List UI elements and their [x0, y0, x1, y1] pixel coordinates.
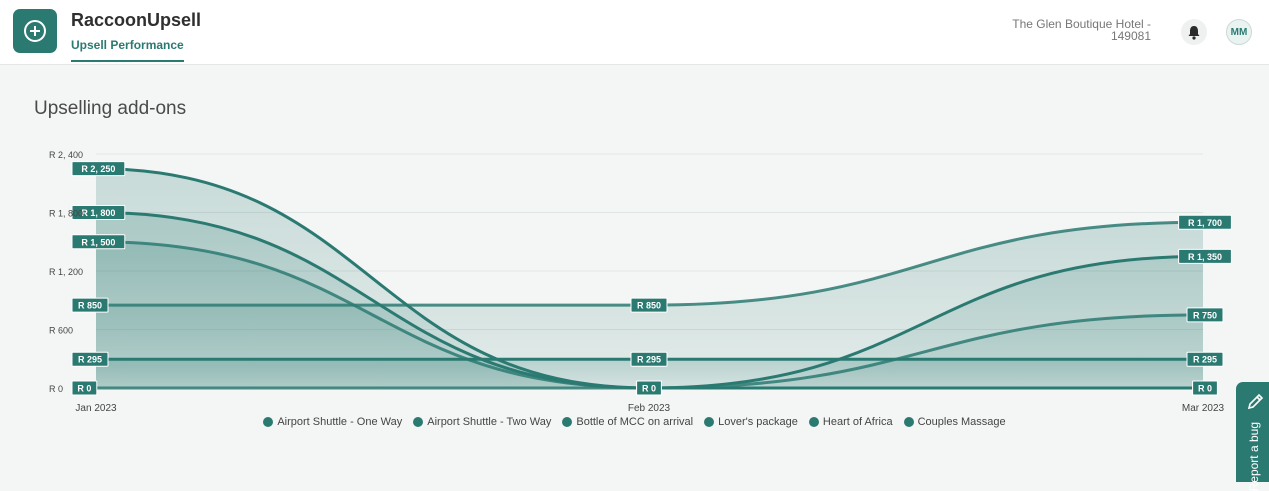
report-bug-label: Report a bug [1247, 422, 1261, 491]
legend-label: Couples Massage [917, 416, 1006, 428]
svg-text:R 0: R 0 [642, 384, 656, 394]
data-label: R 0 [636, 380, 662, 396]
hotel-name-line1: The Glen Boutique Hotel - [1012, 17, 1151, 31]
legend-label: Lover's package [718, 416, 798, 428]
data-label: R 295 [630, 351, 668, 367]
y-tick-label: R 600 [49, 326, 73, 336]
x-tick-label: Jan 2023 [75, 403, 117, 414]
svg-text:R 295: R 295 [78, 355, 102, 365]
legend-dot-icon [808, 417, 819, 427]
data-label: R 0 [71, 380, 98, 396]
svg-text:R 1, 350: R 1, 350 [1188, 252, 1222, 262]
hotel-name[interactable]: The Glen Boutique Hotel - 149081 [981, 18, 1151, 42]
data-label: R 1, 700 [1178, 214, 1232, 230]
series-area [96, 359, 1203, 388]
svg-text:R 1, 800: R 1, 800 [81, 208, 115, 218]
legend-item[interactable]: Couples Massage [903, 416, 1006, 428]
legend-dot-icon [704, 417, 715, 427]
data-label: R 1, 350 [1178, 248, 1232, 264]
data-label: R 295 [1186, 351, 1224, 367]
y-tick-label: R 1, 800 [49, 209, 83, 219]
legend-label: Airport Shuttle - Two Way [427, 416, 552, 428]
data-label: R 850 [71, 297, 109, 313]
data-label: R 2, 250 [71, 161, 126, 177]
hotel-name-line2: 149081 [1110, 29, 1151, 43]
data-label: R 850 [630, 297, 668, 313]
report-bug-button[interactable]: Report a bug [1236, 382, 1269, 491]
legend-dot-icon [562, 417, 573, 427]
legend-item[interactable]: Heart of Africa [808, 416, 893, 428]
upsell-area-chart: R 1, 800 R 0 R 1, 350 R 1, 500 R 0 R 750 R 2, … [49, 150, 1232, 414]
y-tick-label: R 0 [49, 384, 63, 394]
top-header: RaccoonUpsell Upsell Performance The Gle… [0, 0, 1269, 65]
legend-item[interactable]: Lover's package [704, 416, 798, 428]
tab-upsell-performance[interactable]: Upsell Performance [71, 38, 184, 62]
data-label: R 295 [71, 351, 109, 367]
section-title: Upselling add-ons [34, 98, 187, 119]
legend-label: Heart of Africa [822, 416, 893, 428]
svg-text:R 1, 500: R 1, 500 [81, 237, 115, 247]
svg-text:R 295: R 295 [637, 355, 661, 365]
data-label: R 1, 800 [71, 205, 126, 220]
svg-text:R 295: R 295 [1193, 355, 1217, 365]
avatar[interactable]: MM [1226, 19, 1252, 45]
chart-axis-labels: R 0 R 600 R 1, 200 R 1, 800 R 2, 400 Jan 2023… [49, 150, 1225, 414]
legend-dot-icon [263, 417, 274, 427]
legend-dot-icon [903, 417, 914, 427]
legend-label: Bottle of MCC on arrival [576, 416, 694, 428]
data-label: R 750 [1186, 307, 1224, 323]
svg-text:R 0: R 0 [1198, 384, 1212, 394]
data-label: R 1, 500 [71, 234, 126, 250]
svg-text:R 850: R 850 [637, 301, 661, 311]
x-tick-label: Feb 2023 [628, 403, 671, 414]
svg-text:R 2, 250: R 2, 250 [81, 164, 115, 174]
pencil-icon [1247, 393, 1264, 410]
svg-text:R 850: R 850 [78, 301, 102, 311]
svg-text:R 0: R 0 [77, 384, 91, 394]
data-label: R 0 [1192, 380, 1218, 396]
svg-text:R 1, 700: R 1, 700 [1188, 218, 1222, 228]
legend-item[interactable]: Bottle of MCC on arrival [562, 416, 693, 428]
legend-item[interactable]: Airport Shuttle - One Way [263, 416, 402, 428]
app-title: RaccoonUpsell [71, 10, 202, 30]
legend-label: Airport Shuttle - One Way [277, 416, 403, 428]
chart-legend: Airport Shuttle - One Way Airport Shuttle… [0, 416, 1269, 428]
legend-item[interactable]: Airport Shuttle - Two Way [413, 416, 551, 428]
legend-dot-icon [413, 417, 424, 427]
bell-icon[interactable] [1181, 19, 1207, 45]
chart-data-labels: R 1, 800 R 0 R 1, 350 R 1, 500 R 0 R 750 R 2, … [71, 161, 1232, 396]
logo-plus-circle-icon[interactable] [13, 9, 57, 53]
x-tick-label: Mar 2023 [1182, 403, 1225, 414]
y-tick-label: R 2, 400 [49, 150, 83, 160]
svg-text:R 750: R 750 [1193, 310, 1217, 320]
y-tick-label: R 1, 200 [49, 267, 83, 277]
